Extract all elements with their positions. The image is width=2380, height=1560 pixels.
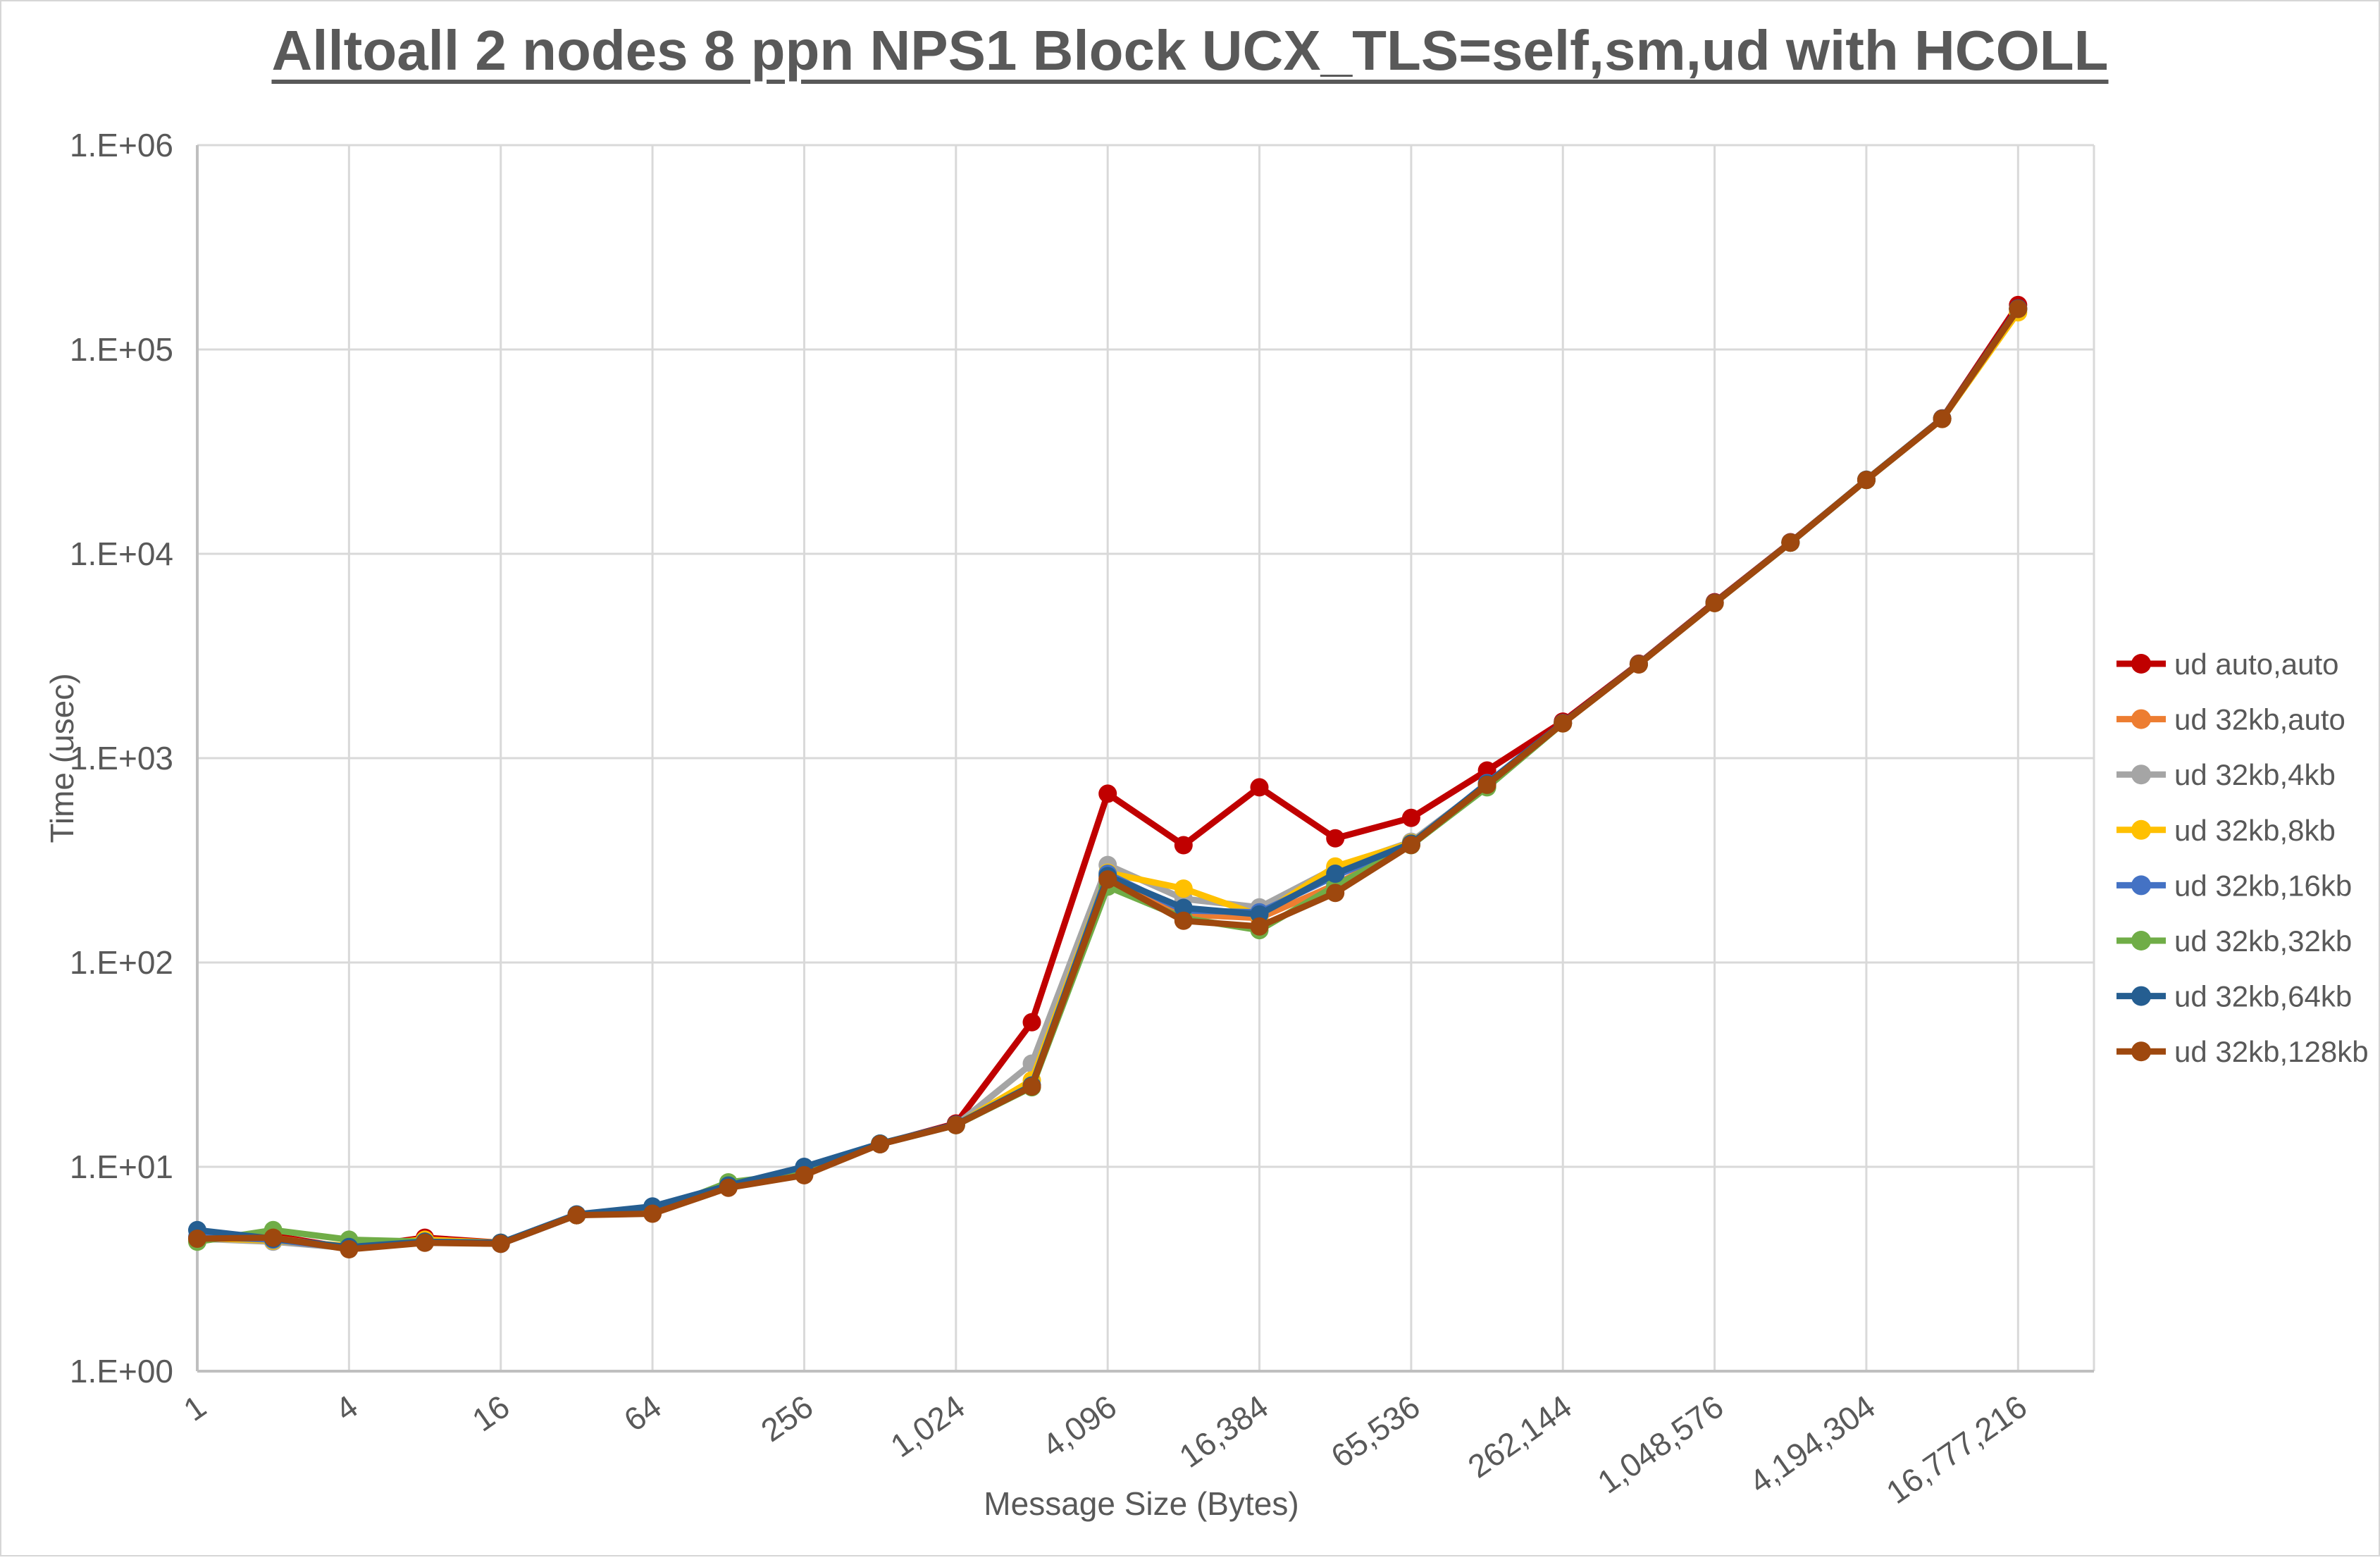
legend-marker-dot [2131,819,2151,840]
y-tick-label: 1.E+06 [70,127,173,163]
data-point [567,1206,586,1225]
legend-item: ud 32kb,32kb [2116,924,2352,958]
legend-marker-dot [2131,931,2151,951]
legend-marker-dot [2131,709,2151,729]
data-point [719,1178,738,1197]
legend-item: ud 32kb,auto [2116,703,2345,736]
gridlines [196,144,2095,1373]
data-point [1326,884,1345,903]
y-tick-label: 1.E+00 [70,1353,173,1389]
legend-marker-dot [2131,654,2151,674]
x-tick-label: 1,024 [884,1388,971,1465]
data-point [1705,593,1724,612]
data-point [1098,784,1117,803]
legend-item: ud auto,auto [2116,648,2339,681]
tick-labels: 1.E+06 1.E+05 1.E+04 1.E+03 1.E+02 1.E+01 1.E+… [70,127,2033,1511]
data-point [1250,917,1269,936]
x-tick-label: 1,048,576 [1591,1388,1730,1501]
legend-label: ud auto,auto [2174,648,2339,681]
data-point [2009,299,2028,318]
x-tick-label: 4,096 [1036,1388,1123,1465]
data-point [491,1234,510,1253]
y-tick-label: 1.E+04 [70,536,173,572]
x-tick-label: 64 [617,1388,668,1439]
data-point [795,1165,814,1184]
data-point [188,1230,206,1248]
x-tick-label: 4,194,304 [1742,1388,1881,1501]
data-point [1857,471,1876,490]
legend-label: ud 32kb,64kb [2174,980,2352,1013]
data-point [264,1228,283,1247]
x-tick-label: 16 [466,1388,516,1439]
data-point [643,1204,662,1223]
legend-marker-dot [2131,875,2151,896]
legend-item: ud 32kb,16kb [2116,869,2352,902]
data-point [1401,808,1420,827]
legend: ud auto,auto ud 32kb,auto ud 32kb,4kb ud 32… [2116,648,2369,1068]
legend-marker-dot [2131,1041,2151,1062]
legend-label: ud 32kb,128kb [2174,1035,2369,1068]
legend-label: ud 32kb,4kb [2174,758,2336,791]
data-point [1326,829,1345,848]
x-tick-label: 262,144 [1461,1388,1578,1485]
data-point [1933,409,1952,428]
axes [196,145,2094,1373]
data-point [340,1240,359,1258]
data-point [416,1233,434,1252]
x-tick-label: 4 [328,1388,364,1428]
data-point [1022,1013,1041,1032]
data-point [1174,836,1193,855]
series-ud-32kb-128kb [188,299,2028,1258]
data-point [1250,778,1269,797]
data-point [946,1115,965,1134]
legend-item: ud 32kb,4kb [2116,758,2336,791]
data-point [1477,775,1496,794]
y-tick-label: 1.E+02 [70,944,173,981]
series-group [188,295,2028,1258]
legend-label: ud 32kb,32kb [2174,924,2352,958]
data-point [1174,911,1193,930]
legend-item: ud 32kb,64kb [2116,980,2352,1013]
data-point [1781,533,1800,552]
legend-item: ud 32kb,128kb [2116,1035,2369,1068]
data-point [1477,761,1496,780]
y-axis-title: Time (usec) [44,673,80,843]
data-point [1174,898,1193,917]
legend-item: ud 32kb,8kb [2116,814,2336,847]
x-tick-label: 65,536 [1325,1388,1427,1475]
chart-title: Alltoall 2 nodes 8 ppn NPS1 Block UCX_TL… [271,19,2109,82]
legend-label: ud 32kb,16kb [2174,869,2352,902]
data-point [1629,655,1648,674]
legend-marker-dot [2131,986,2151,1006]
legend-label: ud 32kb,auto [2174,703,2345,736]
data-point [871,1134,890,1153]
y-tick-label: 1.E+03 [70,740,173,776]
data-point [1401,836,1420,855]
data-point [1554,714,1573,733]
x-tick-label: 16,384 [1172,1388,1275,1475]
data-point [1022,1077,1041,1096]
x-tick-label: 16,777,216 [1880,1388,2033,1511]
x-tick-label: 256 [754,1388,819,1449]
data-point [1326,865,1345,883]
data-point [1098,870,1117,889]
y-tick-label: 1.E+01 [70,1149,173,1185]
y-tick-label: 1.E+05 [70,331,173,368]
x-axis-title: Message Size (Bytes) [984,1485,1299,1522]
legend-marker-dot [2131,764,2151,785]
x-tick-label: 1 [177,1388,213,1428]
legend-label: ud 32kb,8kb [2174,814,2336,847]
data-point [1174,879,1193,898]
